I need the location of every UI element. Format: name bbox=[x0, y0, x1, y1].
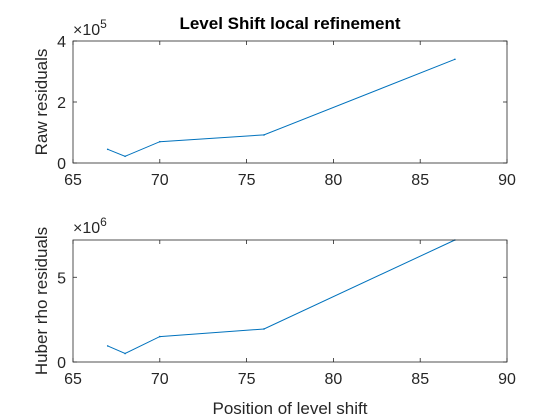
x-tick-label: 70 bbox=[151, 371, 169, 388]
y-tick-label: 0 bbox=[57, 355, 66, 372]
x-axis-label: Position of level shift bbox=[213, 399, 368, 418]
data-point bbox=[263, 328, 265, 330]
y-axis-label-bottom: Huber rho residuals bbox=[32, 227, 51, 375]
x-tick-label: 90 bbox=[498, 172, 516, 189]
data-point bbox=[159, 335, 161, 338]
x-tick-label: 85 bbox=[411, 371, 429, 388]
data-point bbox=[124, 352, 126, 355]
x-tick-label: 75 bbox=[238, 172, 256, 189]
x-tick-label: 65 bbox=[64, 371, 82, 388]
y-multiplier-top: ×105 bbox=[73, 17, 107, 39]
subplot-raw-residuals: Level Shift local refinement Raw residua… bbox=[32, 14, 516, 189]
data-point bbox=[124, 155, 126, 158]
plot-area-top bbox=[73, 41, 507, 163]
y-axis-label-top: Raw residuals bbox=[32, 49, 51, 156]
chart-title: Level Shift local refinement bbox=[179, 14, 400, 33]
axes-box-bottom bbox=[72, 239, 508, 363]
plot-area-bottom bbox=[73, 240, 507, 362]
data-point bbox=[159, 140, 161, 143]
x-tick-label: 80 bbox=[325, 371, 343, 388]
data-point bbox=[454, 58, 456, 61]
x-tick-label: 65 bbox=[64, 172, 82, 189]
x-tick-label: 70 bbox=[151, 172, 169, 189]
y-multiplier-bottom: ×106 bbox=[73, 215, 107, 237]
x-tick-label: 85 bbox=[411, 172, 429, 189]
y-tick-label: 4 bbox=[57, 34, 66, 51]
data-point bbox=[106, 345, 109, 347]
x-tick-label: 75 bbox=[238, 371, 256, 388]
data-point bbox=[263, 134, 265, 136]
x-tick-label: 90 bbox=[498, 371, 516, 388]
y-tick-label: 2 bbox=[57, 95, 66, 112]
x-tick-label: 80 bbox=[325, 172, 343, 189]
subplot-huber-rho-residuals: Huber rho residuals ×106 Position of lev… bbox=[32, 215, 516, 418]
axes-box-top bbox=[72, 40, 508, 164]
data-point bbox=[106, 148, 109, 151]
y-tick-label: 0 bbox=[57, 156, 66, 173]
y-tick-label: 5 bbox=[57, 270, 66, 287]
